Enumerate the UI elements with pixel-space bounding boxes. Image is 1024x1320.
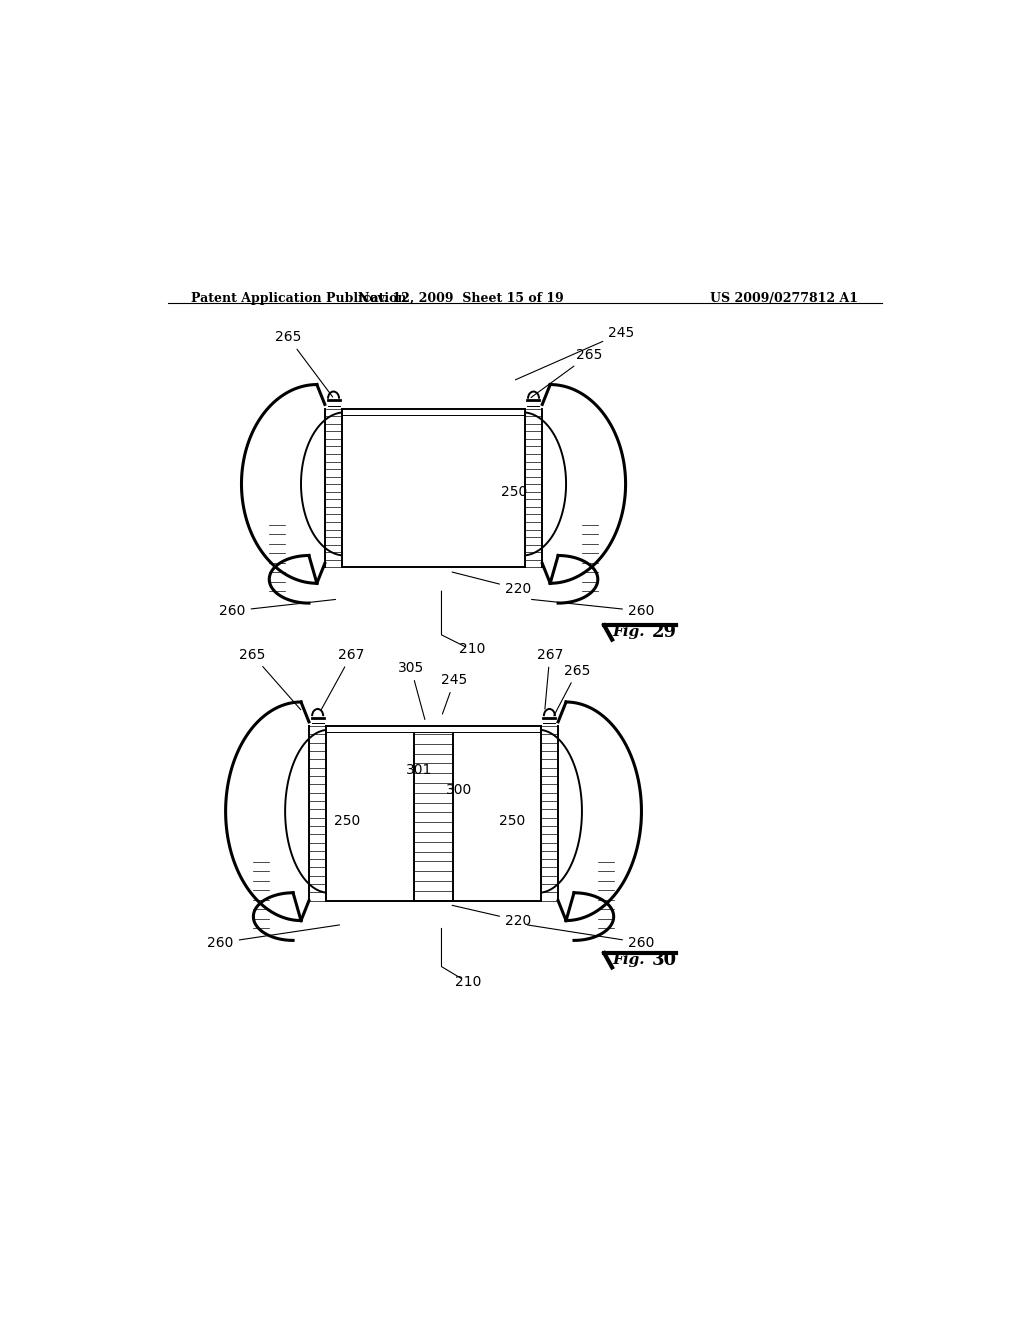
Text: 265: 265 <box>274 330 333 397</box>
Text: 260: 260 <box>531 599 654 618</box>
Text: 220: 220 <box>453 906 531 928</box>
Text: 245: 245 <box>441 673 468 714</box>
Text: 260: 260 <box>527 925 654 950</box>
Text: 250: 250 <box>501 484 527 499</box>
Text: US 2009/0277812 A1: US 2009/0277812 A1 <box>710 292 858 305</box>
Text: Patent Application Publication: Patent Application Publication <box>191 292 407 305</box>
Text: 250: 250 <box>499 814 525 829</box>
Text: 220: 220 <box>453 572 531 595</box>
Text: 267: 267 <box>322 648 365 709</box>
Text: 267: 267 <box>537 648 563 709</box>
Text: 300: 300 <box>445 783 472 796</box>
Text: 250: 250 <box>334 814 360 829</box>
Text: 245: 245 <box>515 326 635 380</box>
Text: 260: 260 <box>219 599 336 618</box>
Text: 260: 260 <box>207 925 340 950</box>
Text: Nov. 12, 2009  Sheet 15 of 19: Nov. 12, 2009 Sheet 15 of 19 <box>358 292 564 305</box>
Text: 265: 265 <box>531 347 603 397</box>
Text: 29: 29 <box>652 623 677 642</box>
Text: 210: 210 <box>455 975 481 990</box>
Text: Fig.: Fig. <box>612 624 644 639</box>
Text: 301: 301 <box>406 763 432 776</box>
Text: Fig.: Fig. <box>612 953 644 966</box>
Text: 210: 210 <box>459 642 485 656</box>
Text: 265: 265 <box>240 648 301 710</box>
Text: 30: 30 <box>652 950 677 969</box>
Text: 265: 265 <box>554 664 591 715</box>
Text: 305: 305 <box>397 661 425 719</box>
